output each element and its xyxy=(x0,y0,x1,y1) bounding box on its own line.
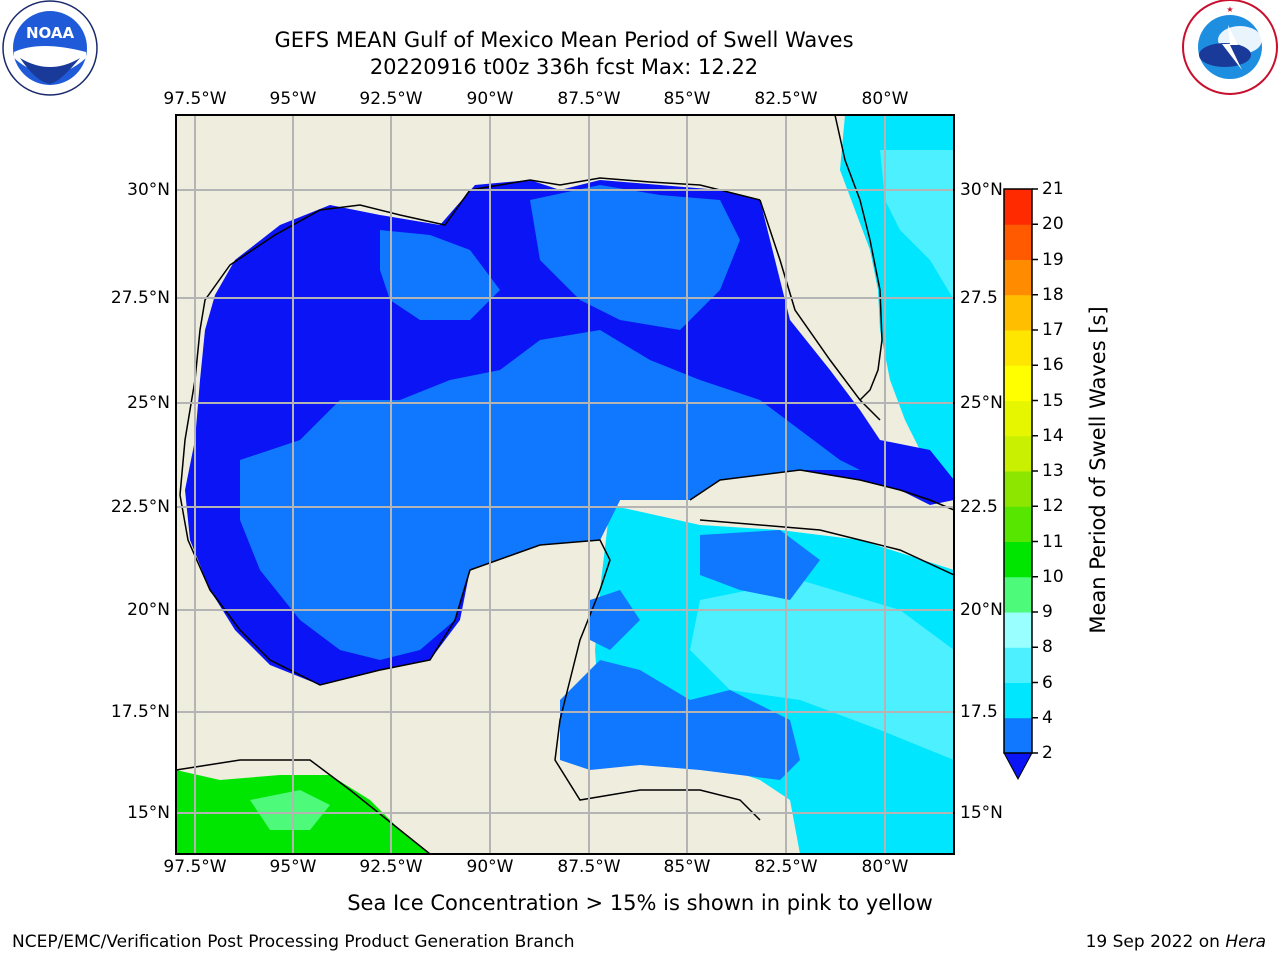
colorbar-swatch xyxy=(1004,576,1032,613)
lon-label-bottom: 87.5°W xyxy=(557,857,621,877)
lon-label-bottom: 85°W xyxy=(663,857,711,877)
colorbar-tick-label: 11 xyxy=(1042,531,1064,552)
graticule xyxy=(176,115,954,854)
lat-label-left: 17.5°N xyxy=(110,702,170,722)
colorbar-tick-label: 13 xyxy=(1042,461,1064,481)
colorbar-tick-label: 10 xyxy=(1042,566,1064,587)
colorbar-tick-label: 6 xyxy=(1042,672,1053,693)
lat-label-right: 17.5 xyxy=(960,702,998,722)
colorbar-tick-label: 12 xyxy=(1042,496,1064,517)
lat-label-left: 27.5°N xyxy=(110,288,170,308)
lon-label-bottom: 95°W xyxy=(269,857,317,877)
noaa-logo: NOAA xyxy=(2,0,98,96)
colorbar-swatch xyxy=(1004,365,1032,401)
lon-label-top: 82.5°W xyxy=(754,89,818,109)
lon-label-bottom: 92.5°W xyxy=(359,857,423,877)
colorbar-swatch xyxy=(1004,400,1032,437)
colorbar-tick-label: 18 xyxy=(1042,284,1064,305)
sea-ice-note-wrap: Sea Ice Concentration > 15% is shown in … xyxy=(0,891,1280,915)
caribbean-swell-lighter xyxy=(690,580,954,760)
lat-label-left: 30°N xyxy=(127,180,170,200)
noaa-logo-text: NOAA xyxy=(26,24,75,42)
lat-label-left: 22.5°N xyxy=(110,497,170,517)
lat-label-right: 15°N xyxy=(960,803,1003,823)
colorbar-swatch xyxy=(1004,189,1032,225)
caribbean-blue-patch-3 xyxy=(590,590,640,650)
sea-ice-note: Sea Ice Concentration > 15% is shown in … xyxy=(347,891,933,915)
lat-label-right: 25°N xyxy=(960,393,1003,413)
lon-label-bottom: 82.5°W xyxy=(754,857,818,877)
chart-subtitle: 20220916 t00z 336h fcst Max: 12.22 xyxy=(369,55,759,79)
colorbar-swatch xyxy=(1004,541,1032,578)
colorbar-swatch xyxy=(1004,294,1032,331)
lat-label-left: 20°N xyxy=(127,600,170,620)
lat-label-right: 22.5 xyxy=(960,497,998,517)
colorbar-tick-label: 16 xyxy=(1042,355,1064,376)
colorbar-label: Mean Period of Swell Waves [s] xyxy=(1086,306,1110,634)
colorbar-under-extension xyxy=(1003,752,1033,781)
colorbar-swatch xyxy=(1004,612,1032,648)
svg-text:★: ★ xyxy=(1226,5,1233,14)
colorbar-tick-label: 14 xyxy=(1042,425,1064,446)
atlantic-swell-lighter xyxy=(880,150,954,300)
caribbean-blue-patch-2 xyxy=(700,530,820,600)
lon-label-top: 80°W xyxy=(861,89,909,109)
colorbar-swatch xyxy=(1004,435,1032,472)
colorbar xyxy=(1003,188,1038,781)
colorbar-swatch xyxy=(1004,506,1032,542)
colorbar-swatch xyxy=(1004,224,1032,260)
lon-label-top: 92.5°W xyxy=(359,89,423,109)
chart-title: GEFS MEAN Gulf of Mexico Mean Period of … xyxy=(274,28,854,52)
colorbar-tick-label: 20 xyxy=(1042,214,1064,235)
lat-label-right: 20°N xyxy=(960,600,1003,620)
colorbar-swatch xyxy=(1004,717,1032,754)
lat-label-right: 30°N xyxy=(960,180,1003,200)
nws-logo: ★ xyxy=(1182,0,1278,95)
date-host: Hera xyxy=(1225,932,1266,952)
date-stamp: 19 Sep 2022 on Hera xyxy=(1086,932,1266,952)
colorbar-swatch xyxy=(1004,471,1032,507)
lon-label-top: 95°W xyxy=(269,89,317,109)
colorbar-tick-label: 8 xyxy=(1042,637,1053,658)
gulf-mid-blue xyxy=(240,330,860,660)
colorbar-tick-label: 21 xyxy=(1042,179,1064,199)
coastlines xyxy=(176,115,954,854)
map-canvas xyxy=(176,115,954,854)
colorbar-swatch xyxy=(1004,682,1032,719)
lon-label-top: 87.5°W xyxy=(557,89,621,109)
lon-label-bottom: 80°W xyxy=(861,857,909,877)
pacific-swell-lighter xyxy=(250,790,330,830)
colorbar-tick-label: 2 xyxy=(1042,743,1053,763)
colorbar-tick-label: 9 xyxy=(1042,602,1053,622)
lat-label-right: 27.5 xyxy=(960,288,998,308)
credit-text: NCEP/EMC/Verification Post Processing Pr… xyxy=(12,932,575,952)
colorbar-tick-label: 17 xyxy=(1042,320,1064,340)
caribbean-blue-patch xyxy=(560,660,800,780)
lon-label-top: 97.5°W xyxy=(163,89,227,109)
lon-label-bottom: 90°W xyxy=(466,857,514,877)
lat-label-left: 25°N xyxy=(127,393,170,413)
colorbar-swatch xyxy=(1004,259,1032,296)
lon-label-bottom: 97.5°W xyxy=(163,857,227,877)
colorbar-tick-label: 4 xyxy=(1042,707,1053,728)
map-frame xyxy=(175,114,955,855)
colorbar-swatch xyxy=(1004,330,1032,366)
lat-label-left: 15°N xyxy=(127,803,170,823)
colorbar-swatch xyxy=(1004,647,1032,683)
colorbar-tick-label: 19 xyxy=(1042,249,1064,270)
lon-label-top: 85°W xyxy=(663,89,711,109)
colorbar-tick-label: 15 xyxy=(1042,390,1064,411)
date-prefix: 19 Sep 2022 on xyxy=(1085,932,1226,952)
lon-label-top: 90°W xyxy=(466,89,514,109)
